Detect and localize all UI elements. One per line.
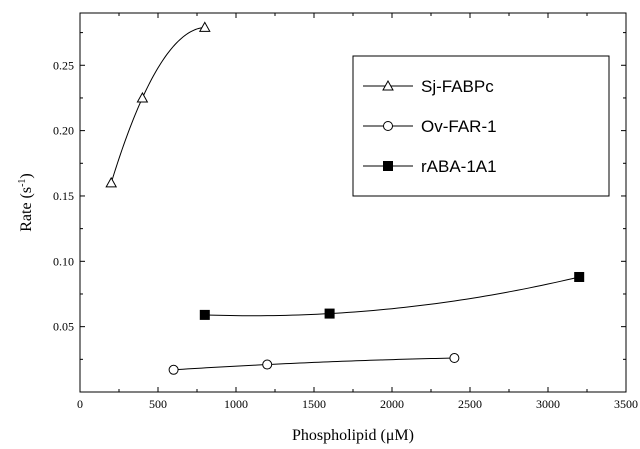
data-point [199,309,210,320]
y-tick-label: 0.10 [53,254,74,268]
x-tick-label: 3000 [536,397,560,411]
legend-marker [383,161,393,171]
series-raba-1a1 [199,271,585,320]
data-point [105,176,118,188]
x-tick-label: 2500 [458,397,482,411]
legend-item: rABA-1A1 [363,157,497,176]
x-tick-label: 2000 [380,397,404,411]
series-sj-fabpc [105,21,211,188]
data-point [262,359,273,370]
fit-curve [173,357,455,371]
y-axis-label-text: Rate (s [18,187,35,232]
series-ov-far-1 [168,353,460,375]
x-tick-label: 0 [77,397,83,411]
y-tick-label: 0.15 [53,189,74,203]
data-point [198,21,211,32]
legend-marker [383,121,393,131]
x-tick-label: 3500 [614,397,638,411]
legend-label: Ov-FAR-1 [421,117,497,136]
axes: 0 500 1000 1500 2000 2500 3000 3500 0.05 0.10 0.15… [53,12,638,411]
legend-marker [382,79,394,91]
data-point [136,91,149,103]
data-point [168,364,179,375]
legend-label: rABA-1A1 [421,157,497,176]
y-axis-label: Rate (s-1) [17,173,35,232]
x-axis-label: Phospholipid (μM) [292,427,414,444]
data-point [574,271,585,282]
legend: Sj-FABPc Ov-FAR-1 rABA-1A1 [352,55,610,197]
x-tick-label: 1000 [224,397,248,411]
y-tick-label: 0.25 [53,58,74,72]
y-axis-label-close: ) [18,173,35,178]
legend-item: Sj-FABPc [363,77,494,96]
fit-curve [110,26,205,184]
legend-item: Ov-FAR-1 [363,117,497,136]
data-point [324,308,335,319]
legend-label: Sj-FABPc [421,77,494,96]
x-tick-label: 1500 [302,397,326,411]
series-layer [105,21,585,375]
y-axis-label-superscript: -1 [17,179,28,187]
y-tick-label: 0.05 [53,320,74,334]
fit-curve [204,276,580,317]
x-tick-label: 500 [149,397,167,411]
y-tick-label: 0.20 [53,124,74,138]
data-point [449,353,460,364]
